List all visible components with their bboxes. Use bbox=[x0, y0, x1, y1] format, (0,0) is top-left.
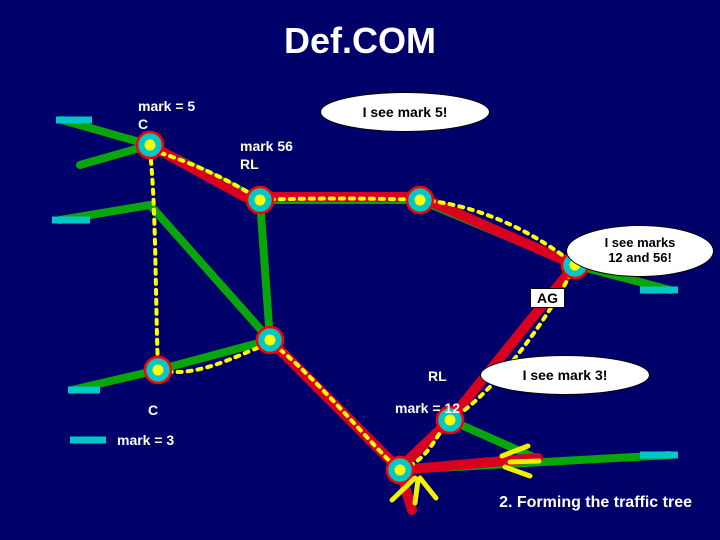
label-mark-3: mark = 3 bbox=[117, 432, 174, 450]
speech-bubble-mark5: I see mark 5! bbox=[320, 92, 490, 132]
speech-bubble-mark12-56: I see marks 12 and 56! bbox=[566, 225, 714, 277]
label-rl-56: mark 56 RL bbox=[240, 138, 293, 173]
label-ag: AG bbox=[530, 288, 565, 308]
speech-bubble-mark3: I see mark 3! bbox=[480, 355, 650, 395]
dotted-loop bbox=[150, 150, 575, 470]
label-mark-12: mark = 12 bbox=[395, 400, 460, 418]
cyan-endpoints bbox=[52, 120, 678, 455]
label-c-top: mark = 5 C bbox=[138, 98, 195, 133]
label-rl-bottom: RL bbox=[428, 368, 447, 386]
slide-caption: 2. Forming the traffic tree bbox=[499, 494, 692, 512]
label-c-bottom: C bbox=[148, 402, 158, 420]
